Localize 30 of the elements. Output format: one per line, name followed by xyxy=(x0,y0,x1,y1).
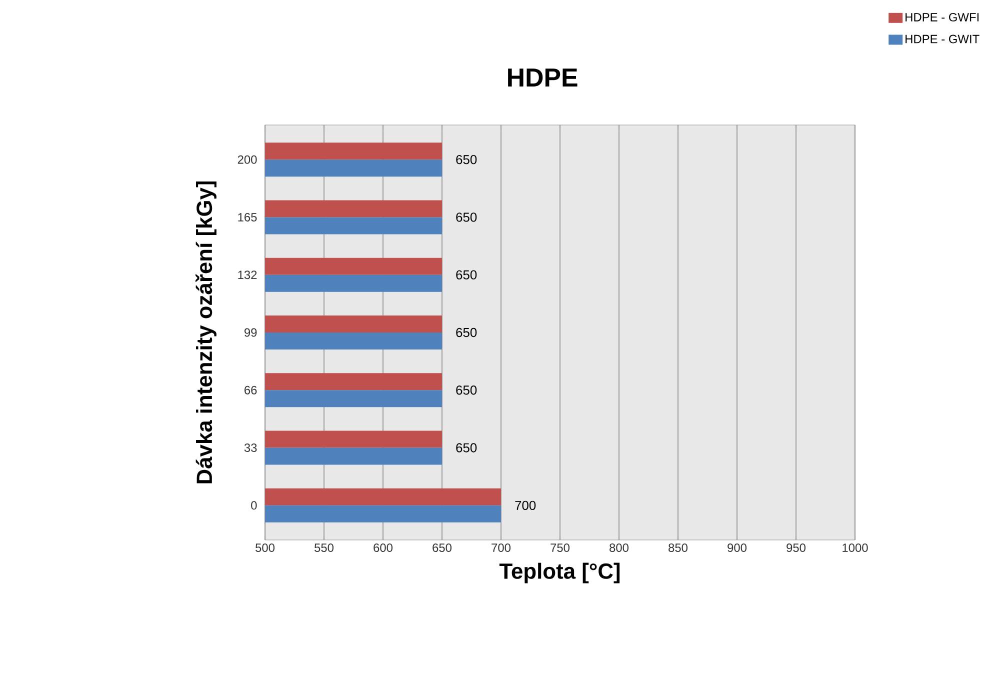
x-tick-label: 900 xyxy=(728,544,747,552)
x-tick-label: 800 xyxy=(610,544,629,552)
x-tick-label: 850 xyxy=(668,544,688,552)
x-tick-label: 650 xyxy=(432,544,452,552)
data-label: 650 xyxy=(456,386,477,395)
legend-label: HDPE - GWIT xyxy=(906,34,980,44)
x-tick-label: 500 xyxy=(256,544,275,552)
x-tick-label: 750 xyxy=(550,544,570,552)
x-tick-label: 550 xyxy=(314,544,334,552)
data-label: 650 xyxy=(456,270,477,280)
y-tick-label: 0 xyxy=(251,501,257,510)
legend-label: HDPE - GWFI xyxy=(906,12,979,22)
x-tick-label: 600 xyxy=(374,544,393,552)
x-tick-label: 950 xyxy=(786,544,806,552)
y-tick-label: 99 xyxy=(244,328,257,337)
y-tick-label: 165 xyxy=(238,212,257,222)
data-label: 650 xyxy=(456,212,477,222)
data-label: 650 xyxy=(456,328,477,338)
y-axis-title: Dávka intenzity ozáření [kGy] xyxy=(196,182,216,484)
chart-title: HDPE xyxy=(508,68,578,86)
x-axis-title: Teplota [°C] xyxy=(499,562,620,584)
data-label: 650 xyxy=(456,154,477,164)
x-tick-label: 700 xyxy=(492,544,511,552)
x-tick-label: 1000 xyxy=(842,544,868,552)
y-tick-label: 33 xyxy=(244,444,257,452)
data-label: 700 xyxy=(515,500,536,510)
data-label: 650 xyxy=(456,443,477,452)
y-tick-label: 132 xyxy=(238,270,257,280)
y-tick-label: 66 xyxy=(244,386,257,394)
y-tick-label: 200 xyxy=(238,155,257,164)
